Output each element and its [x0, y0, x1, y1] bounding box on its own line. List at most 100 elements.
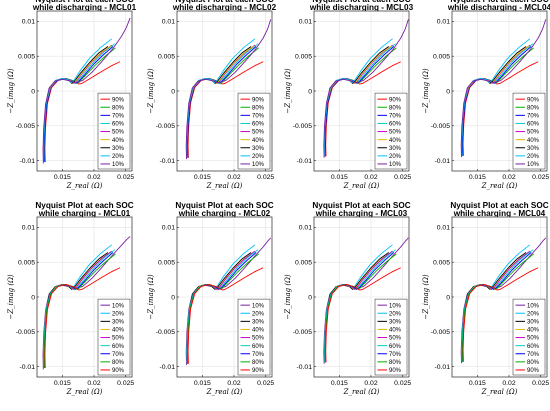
legend-entry: 50% — [389, 336, 402, 342]
y-tick-label: -0.005 — [156, 123, 175, 130]
legend-entry: 40% — [389, 138, 402, 144]
legend-entry: 10% — [112, 303, 125, 309]
x-tick-label: 0.02 — [87, 380, 100, 387]
y-axis-label: −Z_imag (Ω) — [284, 68, 292, 114]
subplot-title: Nyquist Plot at each SOC — [35, 0, 133, 4]
x-tick-label: 0.015 — [331, 174, 348, 181]
y-tick-label: 0 — [446, 294, 450, 301]
y-tick-label: -0.01 — [297, 158, 313, 165]
y-axis-label: −Z_imag (Ω) — [147, 274, 155, 320]
legend-entry: 10% — [252, 303, 265, 309]
legend: 10% 20% 30% 40% 50% 60% 70% 80% 90% — [512, 298, 546, 376]
legend-entry: 80% — [112, 360, 125, 366]
legend-entry: 60% — [112, 122, 125, 128]
legend-entry: 70% — [527, 352, 540, 358]
series-group — [323, 19, 409, 158]
legend-entry: 70% — [252, 113, 265, 119]
legend-entry: 40% — [112, 328, 125, 334]
legend-entry: 40% — [252, 138, 265, 144]
x-axis-label: Z_real (Ω) — [66, 182, 103, 190]
series-line-90pct — [44, 267, 121, 368]
legend: 10% 20% 30% 40% 50% 60% 70% 80% 90% — [237, 298, 271, 376]
subplot-subtitle: while discharging - MCL04 — [447, 3, 550, 12]
subplot-subtitle: while charging - MCL04 — [453, 209, 546, 218]
x-tick-label: 0.02 — [227, 380, 240, 387]
legend-entry: 80% — [112, 105, 125, 111]
x-tick-label: 0.025 — [257, 174, 274, 181]
y-tick-label: -0.005 — [431, 123, 450, 130]
legend-entry: 70% — [112, 113, 125, 119]
legend-entry: 10% — [112, 162, 125, 168]
legend-entry: 90% — [112, 97, 125, 103]
x-axis-label: Z_real (Ω) — [343, 182, 380, 190]
series-line-20pct — [461, 38, 531, 156]
y-tick-label: 0.005 — [295, 54, 312, 61]
subplot-title: Nyquist Plot at each SOC — [450, 201, 548, 210]
legend: 90% 80% 70% 60% 50% 40% 30% 20% 10% — [97, 92, 131, 170]
subplot-subtitle: while charging - MCL02 — [178, 209, 271, 218]
y-tick-label: 0.005 — [18, 54, 35, 61]
x-axis-label: Z_real (Ω) — [206, 182, 243, 190]
x-tick-label: 0.02 — [502, 174, 515, 181]
legend-entry: 60% — [252, 122, 265, 128]
legend-entry: 90% — [389, 368, 402, 374]
series-line-10pct — [185, 19, 272, 160]
y-axis-label: −Z_imag (Ω) — [7, 274, 15, 320]
legend-entry: 20% — [252, 154, 265, 160]
x-axis-label: Z_real (Ω) — [66, 388, 103, 396]
series-line-90pct — [325, 267, 401, 363]
x-tick-label: 0.015 — [194, 174, 211, 181]
subplot-subtitle: while discharging - MCL02 — [172, 3, 277, 12]
y-tick-label: 0.01 — [299, 19, 312, 26]
subplot-title: Nyquist Plot at each SOC — [312, 201, 410, 210]
y-axis-label: −Z_imag (Ω) — [7, 68, 15, 114]
legend-entry: 30% — [112, 146, 125, 152]
series-line-20pct — [324, 38, 393, 157]
legend-entry: 30% — [527, 146, 540, 152]
y-tick-label: 0.01 — [162, 225, 175, 232]
legend-entry: 50% — [252, 130, 265, 136]
legend-entry: 40% — [252, 328, 265, 334]
x-tick-label: 0.02 — [364, 380, 377, 387]
legend-entry: 30% — [527, 319, 540, 325]
y-tick-label: 0.01 — [437, 19, 450, 26]
x-tick-label: 0.02 — [87, 174, 100, 181]
y-tick-label: 0.005 — [433, 260, 450, 267]
y-tick-label: 0 — [171, 88, 175, 95]
series-line-10pct — [460, 19, 547, 158]
y-tick-label: -0.01 — [435, 364, 451, 371]
x-tick-label: 0.025 — [394, 174, 411, 181]
x-tick-label: 0.015 — [54, 174, 71, 181]
y-tick-label: -0.005 — [293, 123, 312, 130]
y-tick-label: -0.01 — [20, 158, 36, 165]
y-tick-label: 0.005 — [158, 260, 175, 267]
y-tick-label: 0.005 — [433, 54, 450, 61]
x-axis-label: Z_real (Ω) — [481, 388, 518, 396]
x-tick-label: 0.015 — [331, 380, 348, 387]
y-tick-label: -0.005 — [16, 329, 35, 336]
subplot-title: Nyquist Plot at each SOC — [35, 201, 133, 210]
x-tick-label: 0.02 — [227, 174, 240, 181]
series-group — [185, 19, 272, 160]
legend-entry: 70% — [112, 352, 125, 358]
legend-entry: 70% — [389, 113, 402, 119]
series-group — [185, 237, 272, 366]
y-axis-label: −Z_imag (Ω) — [422, 68, 430, 114]
subplot-subtitle: while charging - MCL03 — [315, 209, 408, 218]
legend-entry: 40% — [112, 138, 125, 144]
y-axis-label: −Z_imag (Ω) — [147, 68, 155, 114]
legend-entry: 20% — [389, 154, 402, 160]
legend-entry: 40% — [527, 328, 540, 334]
y-tick-label: -0.01 — [160, 158, 176, 165]
legend: 90% 80% 70% 60% 50% 40% 30% 20% 10% — [512, 92, 546, 170]
x-tick-label: 0.025 — [117, 380, 134, 387]
legend-entry: 20% — [112, 154, 125, 160]
y-tick-label: 0.01 — [162, 19, 175, 26]
legend-entry: 30% — [252, 146, 265, 152]
y-tick-label: 0.01 — [22, 225, 35, 232]
legend-entry: 10% — [527, 303, 540, 309]
y-tick-label: 0.01 — [22, 19, 35, 26]
